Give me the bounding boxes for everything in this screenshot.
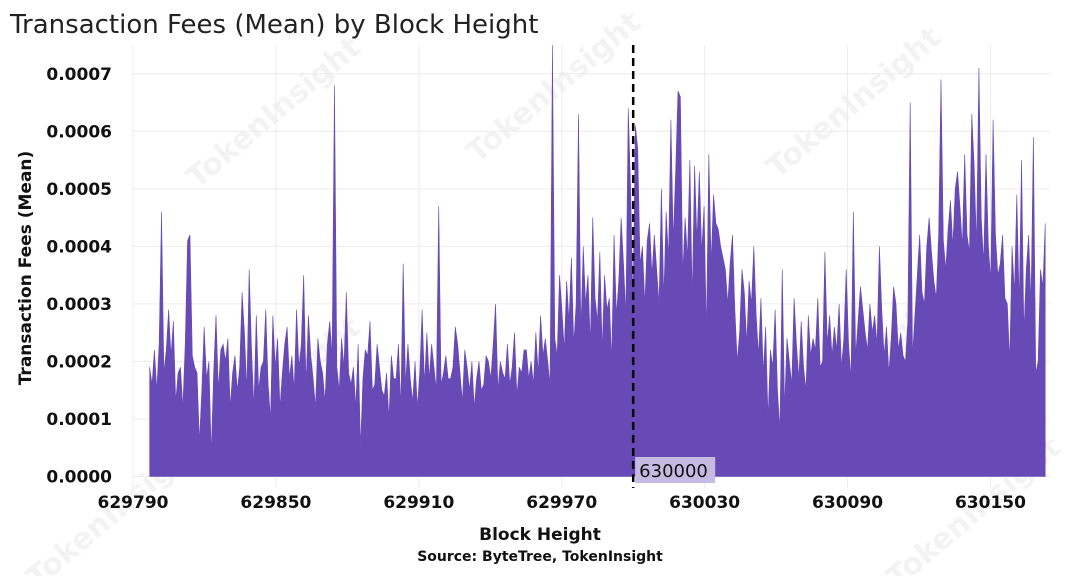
watermark-text: TokenInsight xyxy=(460,5,648,171)
x-tick-label: 630090 xyxy=(812,493,883,513)
x-axis-title: Block Height xyxy=(479,525,601,545)
chart-title: Transaction Fees (Mean) by Block Height xyxy=(10,10,539,40)
y-tick-label: 0.0000 xyxy=(46,467,112,487)
y-tick-label: 0.0007 xyxy=(46,65,112,85)
area-layer xyxy=(149,44,1046,477)
annotation-label: 630000 xyxy=(639,461,708,482)
x-tick-label: 629790 xyxy=(98,493,169,513)
x-tick-label: 630150 xyxy=(955,493,1026,513)
y-axis: 0.0000 0.0001 0.0002 0.0003 0.0004 0.0005 0.00… xyxy=(46,65,112,488)
x-axis: 629790 629850 629910 629970 630030 630090 6301… xyxy=(98,493,1027,513)
y-tick-label: 0.0004 xyxy=(46,237,112,257)
source-note: Source: ByteTree, TokenInsight xyxy=(417,549,663,565)
watermark-text: TokenInsight xyxy=(760,20,948,186)
y-tick-label: 0.0001 xyxy=(46,410,112,430)
watermark-text: TokenInsight xyxy=(180,30,368,196)
y-tick-label: 0.0002 xyxy=(46,352,112,372)
x-tick-label: 629910 xyxy=(383,493,454,513)
fee-area-series xyxy=(149,44,1046,477)
y-tick-label: 0.0003 xyxy=(46,295,112,315)
y-axis-title: Transaction Fees (Mean) xyxy=(16,151,36,386)
x-tick-label: 629850 xyxy=(240,493,311,513)
y-tick-label: 0.0006 xyxy=(46,122,112,142)
x-tick-label: 630030 xyxy=(669,493,740,513)
y-tick-label: 0.0005 xyxy=(46,180,112,200)
annotation-label-bg xyxy=(635,457,716,483)
annotation-layer: 630000 xyxy=(631,45,716,488)
x-tick-label: 629970 xyxy=(526,493,597,513)
